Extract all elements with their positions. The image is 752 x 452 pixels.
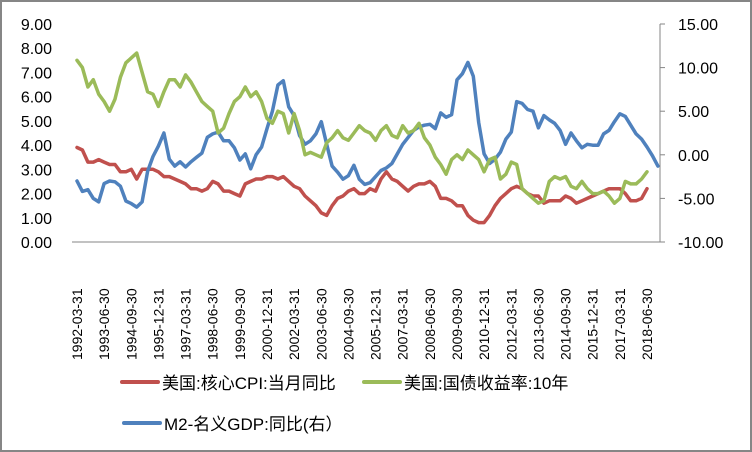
legend-label-treasury-10y: 美国:国债收益率:10年 <box>404 374 569 393</box>
x-axis-tick-label: 1998-06-30 <box>205 288 221 360</box>
left-axis-tick-label: 2.00 <box>21 187 52 204</box>
x-axis: 1992-03-31 1993-06-30 1994-09-30 1995-12-31… <box>69 241 660 360</box>
left-axis: 0.00 1.00 2.00 3.00 4.00 5.00 6.00 7.00 8.00 9.00 <box>21 17 52 252</box>
legend-swatch-m2-gdp <box>122 420 162 425</box>
x-axis-tick-label: 2012-03-31 <box>503 288 519 360</box>
right-axis-tick-label: 15.00 <box>678 17 718 34</box>
left-axis-tick-label: 6.00 <box>21 90 52 107</box>
left-axis-tick-label: 9.00 <box>21 17 52 34</box>
left-axis-tick-label: 8.00 <box>21 41 52 58</box>
x-axis-tick-label: 2005-12-31 <box>368 288 384 360</box>
x-axis-tick-label: 2010-12-31 <box>476 288 492 360</box>
series-line-1 <box>75 51 649 205</box>
right-axis-tick-label: 5.00 <box>678 104 709 121</box>
x-axis-tick-label: 1999-09-30 <box>232 288 248 360</box>
series-layer <box>75 51 660 225</box>
x-axis-tick-label: 2015-12-31 <box>585 288 601 360</box>
x-axis-tick-label: 2008-06-30 <box>422 288 438 360</box>
x-axis-tick-label: 2018-06-30 <box>639 288 655 360</box>
x-axis-tick-label: 2002-03-31 <box>286 288 302 360</box>
legend-label-core-cpi: 美国:核心CPI:当月同比 <box>162 374 336 393</box>
x-axis-tick-label: 1995-12-31 <box>150 288 166 360</box>
x-axis-tick-label: 2009-09-30 <box>449 288 465 360</box>
x-axis-tick-label: 2013-06-30 <box>530 288 546 360</box>
series-line-0 <box>75 145 649 225</box>
x-axis-tick-label: 2000-12-31 <box>259 288 275 360</box>
right-axis-tick-label: 10.00 <box>678 61 718 78</box>
x-axis-tick-label: 1997-03-31 <box>178 288 194 360</box>
legend-item-m2-gdp: M2-名义GDP:同比(右） <box>122 410 343 435</box>
legend-item-core-cpi: 美国:核心CPI:当月同比 <box>20 369 336 394</box>
right-axis-tick-label: 0.00 <box>678 148 709 165</box>
left-axis-tick-label: 0.00 <box>21 235 52 252</box>
right-axis: -10.00 -5.00 0.00 5.00 10.00 15.00 <box>659 17 723 252</box>
left-axis-tick-label: 4.00 <box>21 138 52 155</box>
left-axis-tick-label: 7.00 <box>21 65 52 82</box>
legend-swatch-treasury-10y <box>362 379 402 384</box>
x-axis-tick-label: 2017-03-31 <box>612 288 628 360</box>
x-axis-tick-label: 1992-03-31 <box>69 288 85 360</box>
x-axis-tick-label: 2003-06-30 <box>313 288 329 360</box>
left-axis-tick-label: 3.00 <box>21 162 52 179</box>
right-axis-tick-label: -10.00 <box>678 235 723 252</box>
legend-item-treasury-10y: 美国:国债收益率:10年 <box>362 369 568 394</box>
right-axis-tick-label: -5.00 <box>678 191 715 208</box>
series-line-2 <box>75 60 660 209</box>
x-axis-tick-label: 2007-03-31 <box>395 288 411 360</box>
legend-swatch-core-cpi <box>120 379 160 384</box>
x-axis-tick-label: 2004-09-30 <box>340 288 356 360</box>
left-axis-tick-label: 1.00 <box>21 211 52 228</box>
left-axis-tick-label: 5.00 <box>21 114 52 131</box>
x-axis-tick-label: 1993-06-30 <box>96 288 112 360</box>
x-axis-tick-label: 2014-09-30 <box>558 288 574 360</box>
legend-label-m2-gdp: M2-名义GDP:同比(右） <box>164 415 343 434</box>
x-axis-tick-label: 1994-09-30 <box>123 288 139 360</box>
